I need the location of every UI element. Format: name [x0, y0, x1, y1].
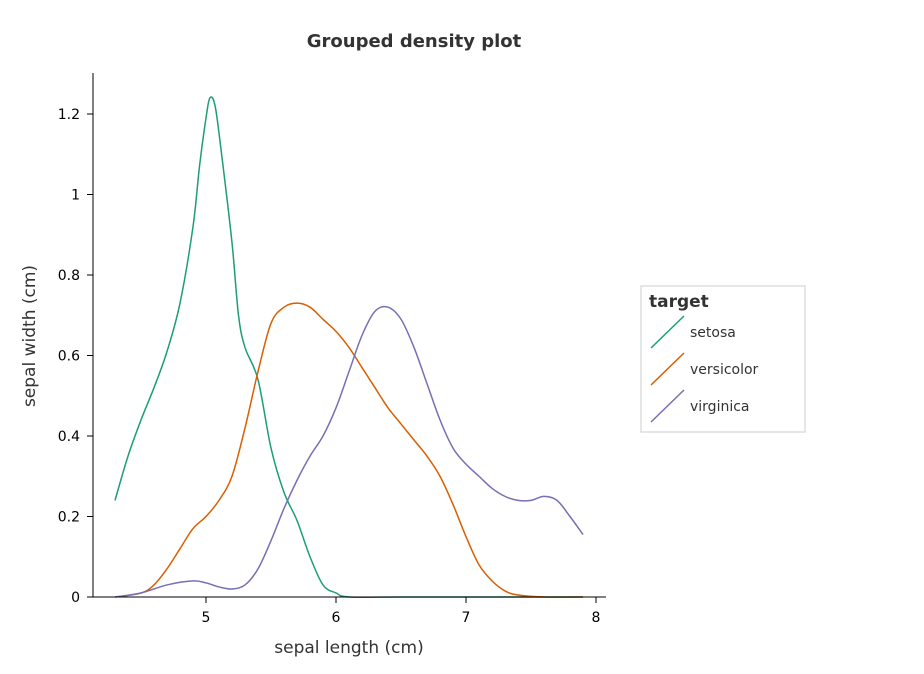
x-tick-label: 8: [592, 610, 601, 626]
x-axis-ticks: 5 6 7 8: [202, 597, 601, 626]
y-axis-ticks: 0 0.2 0.4 0.6 0.8 1 1.2: [58, 107, 93, 606]
x-tick-label: 7: [462, 610, 471, 626]
legend-label-versicolor: versicolor: [690, 362, 759, 378]
plot-area: [114, 96, 584, 599]
y-tick-label: 0: [71, 590, 80, 606]
chart-title: Grouped density plot: [307, 31, 522, 52]
y-axis-label: sepal width (cm): [20, 265, 40, 407]
y-tick-label: 1.2: [58, 107, 80, 123]
series-line-versicolor: [114, 302, 584, 598]
legend: target setosa versicolor virginica: [640, 285, 806, 433]
legend-swatch-versicolor: [650, 352, 685, 386]
x-tick-label: 5: [202, 610, 211, 626]
legend-box: [640, 285, 806, 433]
y-tick-label: 0.4: [58, 429, 80, 445]
y-tick-label: 0.8: [58, 268, 80, 284]
series-line-virginica: [114, 305, 584, 598]
legend-swatch-virginica: [650, 389, 685, 423]
legend-label-virginica: virginica: [690, 399, 750, 415]
x-axis-label: sepal length (cm): [274, 638, 423, 658]
y-tick-label: 0.6: [58, 349, 80, 365]
legend-swatch-setosa: [650, 315, 685, 349]
legend-label-setosa: setosa: [690, 325, 736, 341]
legend-title: target: [649, 292, 709, 312]
y-tick-label: 1: [71, 188, 80, 204]
y-tick-label: 0.2: [58, 510, 80, 526]
legend-items: setosa versicolor virginica: [650, 315, 759, 423]
x-tick-label: 6: [332, 610, 341, 626]
